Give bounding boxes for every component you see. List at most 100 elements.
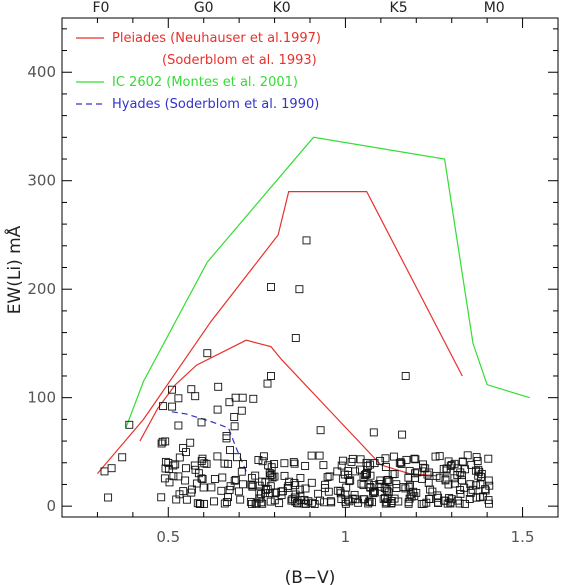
star-point [214,382,223,391]
star-point [181,476,190,485]
star-point [477,469,486,478]
star-point [267,372,275,380]
star-point [320,498,329,507]
star-point [175,490,184,499]
star-point [398,430,407,439]
star-point [192,479,201,488]
legend-label: Pleiades (Neuhauser et al.1997) [112,31,321,46]
star-point [307,451,316,460]
star-point [475,493,484,502]
star-point [476,480,485,489]
star-point [267,470,276,479]
star-point [302,236,311,245]
star-point [230,422,239,431]
star-point [291,334,300,342]
star-point [100,467,109,476]
star-point [404,483,413,491]
star-point [314,489,323,498]
star-point [485,499,493,508]
star-point [263,484,272,493]
star-point [444,480,453,489]
star-point [231,475,240,484]
star-point [301,462,310,470]
star-point [174,421,183,430]
star-point [275,499,284,508]
star-point [199,483,208,492]
star-point [389,452,398,461]
star-point [413,468,422,477]
star-point [336,487,345,496]
star-point [476,472,485,481]
star-point [222,434,231,443]
star-point [433,491,442,500]
envelope-line [96,191,463,474]
star-point [441,496,450,505]
star-point [251,499,260,508]
star-point [293,499,301,508]
star-point [202,459,211,468]
star-point [457,471,466,480]
star-point [446,498,455,507]
star-point [187,385,196,394]
star-point [258,477,266,486]
star-point [418,474,427,483]
legend-label: Hyades (Soderblom et al. 1990) [112,97,319,112]
star-point [270,472,279,481]
star-point [397,459,406,468]
star-point [450,479,459,488]
star-point [267,283,275,291]
star-point [376,476,385,485]
star-point [290,478,299,487]
star-point [234,487,243,496]
star-point [182,495,191,504]
star-point [175,453,184,462]
star-point [466,480,475,489]
star-point [344,495,352,504]
star-point [248,481,257,490]
star-point [307,498,316,507]
star-point [396,458,405,467]
star-point [295,285,304,294]
star-point [159,402,168,411]
star-point [195,499,204,508]
x-tick-label: 0.5 [156,528,180,546]
star-point [333,486,342,495]
x-tick-label: 1 [341,528,351,546]
star-point [370,488,379,497]
star-point [484,454,493,463]
star-point [257,498,266,507]
star-point [280,459,289,468]
star-point [226,446,234,455]
star-point [266,471,275,480]
star-point [410,454,419,463]
star-point [197,418,206,427]
star-point [381,463,390,471]
star-point [239,480,247,489]
star-point [224,459,233,468]
star-point [222,498,231,506]
y-tick-label: 0 [46,497,56,515]
star-point [160,474,169,483]
y-tick-label: 300 [27,172,56,190]
star-point [360,471,369,479]
star-point [169,472,178,481]
star-point [401,372,410,380]
star-point [380,484,389,492]
star-point [237,467,246,476]
star-point [402,455,411,464]
star-point [465,495,474,503]
star-point [258,457,267,466]
star-point [249,394,258,403]
star-point [365,497,374,506]
star-point [270,496,279,505]
star-point [463,451,472,460]
star-point [363,468,371,477]
star-point [259,452,268,461]
envelope-line [125,136,530,429]
star-point [417,500,426,508]
star-point [442,464,451,473]
star-point [289,458,298,467]
star-point [190,461,199,470]
star-point [369,428,378,437]
